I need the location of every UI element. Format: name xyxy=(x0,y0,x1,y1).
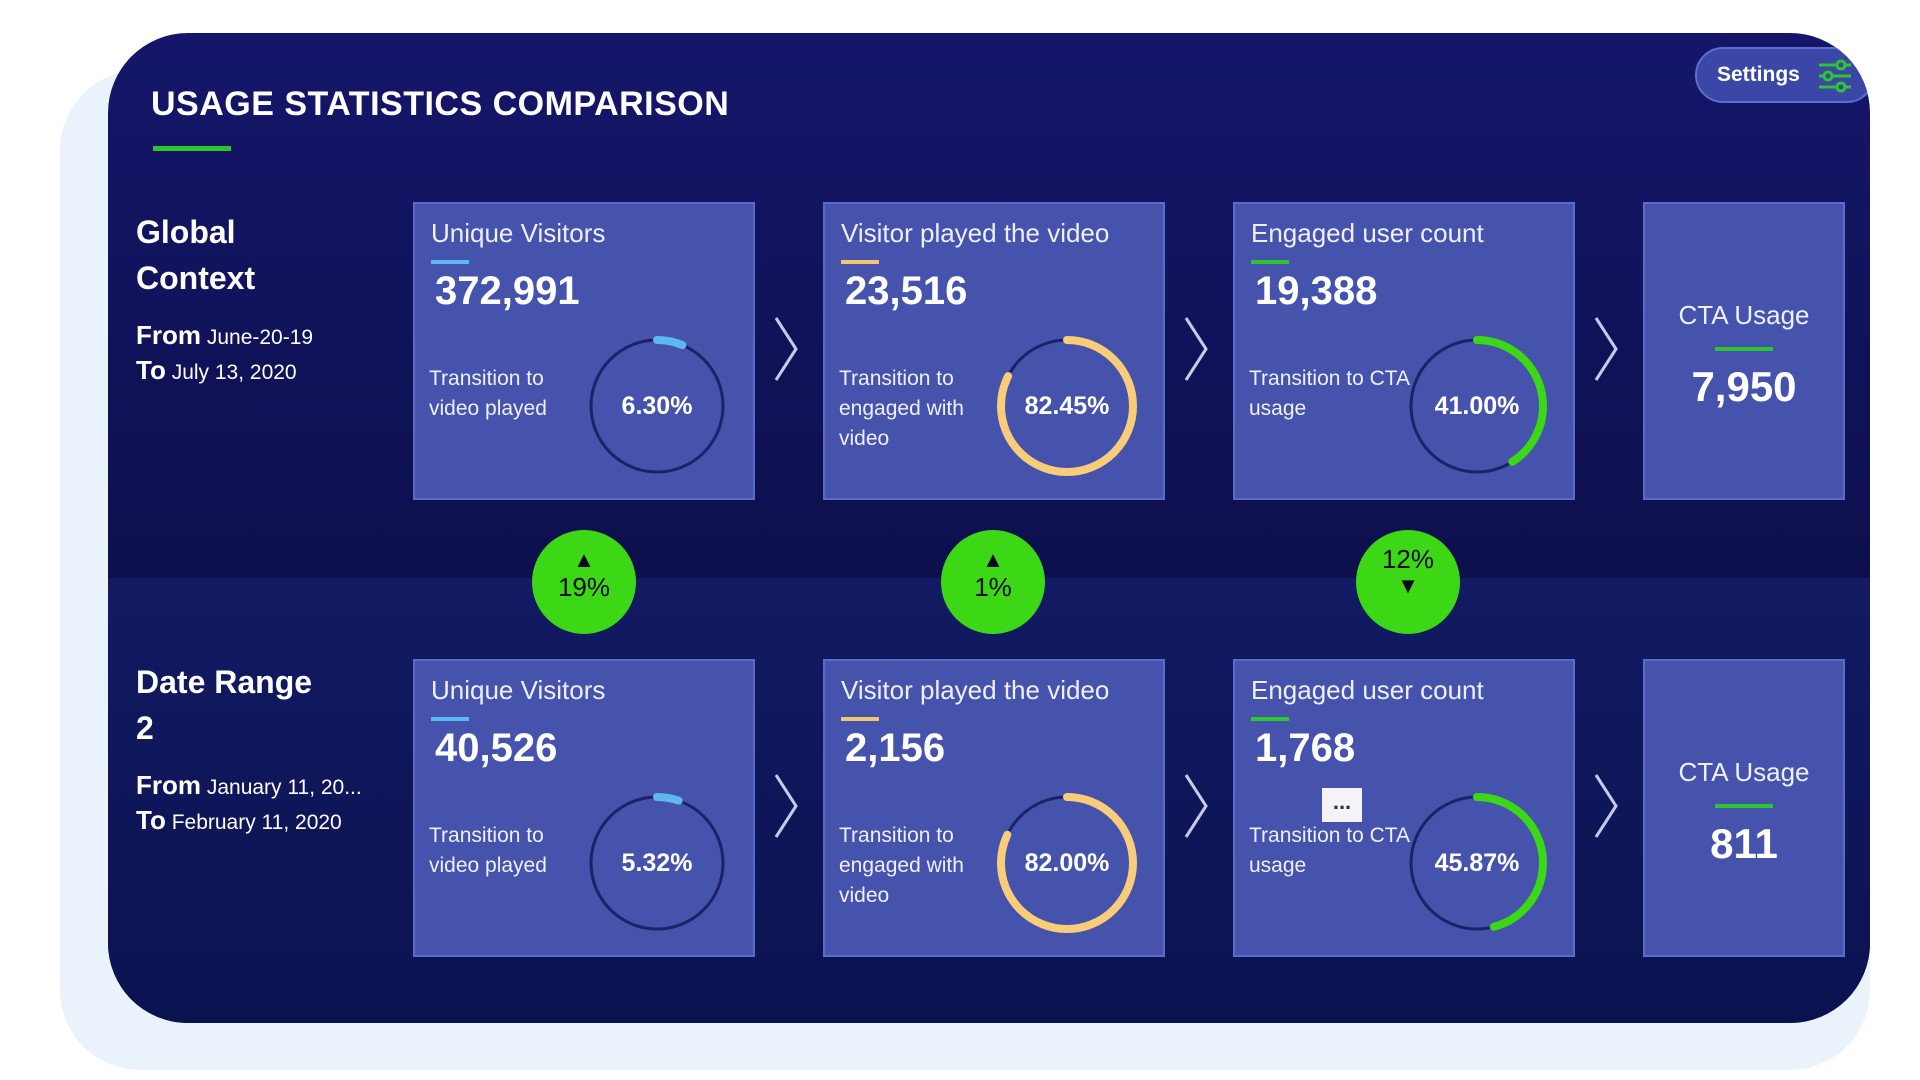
chevron-right-icon xyxy=(1594,774,1618,838)
card-subtitle: Transition to video played xyxy=(429,367,547,420)
card-accent-bar xyxy=(1715,804,1773,808)
date-range: From June-20-19 To July 13, 2020 xyxy=(136,319,336,389)
from-word: From xyxy=(136,320,201,350)
metric-card-engaged-users[interactable]: Engaged user count 1,768 Transition to C… xyxy=(1233,659,1575,957)
metric-card-video-played[interactable]: Visitor played the video 2,156 Transitio… xyxy=(823,659,1165,957)
card-subtitle: Transition to video played xyxy=(429,824,547,877)
to-word: To xyxy=(136,805,166,835)
metric-card-unique-visitors[interactable]: Unique Visitors 372,991 Transition to vi… xyxy=(413,202,755,500)
progress-ring xyxy=(1407,336,1547,476)
gauge-value: 41.00% xyxy=(1434,391,1520,420)
metric-card-unique-visitors[interactable]: Unique Visitors 40,526 Transition to vid… xyxy=(413,659,755,957)
progress-ring xyxy=(587,793,727,933)
card-accent-bar xyxy=(1251,717,1289,721)
card-value: 40,526 xyxy=(435,726,558,770)
to-date: February 11, 2020 xyxy=(171,811,342,834)
change-badge: ▲ 1% xyxy=(941,530,1045,634)
card-value: 1,768 xyxy=(1255,726,1356,770)
more-options-button[interactable]: ... xyxy=(1322,788,1362,822)
chevron-right-icon xyxy=(774,774,798,838)
card-title: Unique Visitors xyxy=(431,218,606,248)
chevron-right-icon xyxy=(1184,774,1208,838)
cta-usage-card[interactable]: CTA Usage 811 xyxy=(1643,659,1845,957)
dashboard-panel: USAGE STATISTICS COMPARISON Settings Glo… xyxy=(108,33,1870,1023)
card-value: 19,388 xyxy=(1255,269,1378,313)
ring-fill xyxy=(997,793,1137,933)
from-date: June-20-19 xyxy=(206,326,314,349)
card-subtitle: Transition to engaged with video xyxy=(839,367,964,450)
card-accent-bar xyxy=(431,717,469,721)
row-name: Date Range 2 xyxy=(136,664,313,746)
ring-fill xyxy=(587,336,727,476)
card-title: Engaged user count xyxy=(1251,675,1484,705)
progress-ring xyxy=(587,336,727,476)
sliders-icon xyxy=(1819,59,1851,93)
card-title: Engaged user count xyxy=(1251,218,1484,248)
metric-card-video-played[interactable]: Visitor played the video 23,516 Transiti… xyxy=(823,202,1165,500)
card-accent-bar xyxy=(431,260,469,264)
from-date: January 11, 20... xyxy=(206,776,362,799)
chevron-right-icon xyxy=(1184,317,1208,381)
progress-ring xyxy=(1407,793,1547,933)
change-badge: 12% ▼ xyxy=(1356,530,1460,634)
settings-button[interactable]: Settings xyxy=(1695,47,1870,103)
triangle-up-icon: ▲ xyxy=(573,547,595,572)
settings-label: Settings xyxy=(1717,63,1800,86)
chevron-right-icon xyxy=(1594,317,1618,381)
metric-card-engaged-users[interactable]: Engaged user count 19,388 Transition to … xyxy=(1233,202,1575,500)
gauge-value: 45.87% xyxy=(1434,848,1520,877)
change-value: 1% xyxy=(974,572,1012,602)
progress-ring xyxy=(997,793,1137,933)
ring-fill xyxy=(587,793,727,933)
triangle-up-icon: ▲ xyxy=(982,547,1004,572)
date-range: From January 11, 20... To February 11, 2… xyxy=(136,769,362,839)
gauge-value: 6.30% xyxy=(621,391,693,420)
from-word: From xyxy=(136,770,201,800)
chevron-right-icon xyxy=(774,317,798,381)
card-title: CTA Usage xyxy=(1678,300,1810,330)
to-word: To xyxy=(136,355,166,385)
card-subtitle: Transition to CTA usage xyxy=(1249,367,1409,420)
ring-fill xyxy=(1407,336,1547,476)
change-value: 19% xyxy=(557,572,611,602)
card-value: 2,156 xyxy=(845,726,946,770)
row-name: Global Context xyxy=(136,214,256,296)
triangle-down-icon: ▼ xyxy=(1397,573,1419,598)
title-underline xyxy=(153,146,231,151)
card-accent-bar xyxy=(1251,260,1289,264)
card-accent-bar xyxy=(1715,347,1773,351)
card-title: Unique Visitors xyxy=(431,675,606,705)
progress-ring xyxy=(997,336,1137,476)
card-value: 372,991 xyxy=(435,269,580,313)
card-accent-bar xyxy=(841,717,879,721)
gauge-value: 82.00% xyxy=(1024,848,1110,877)
card-value: 23,516 xyxy=(845,269,968,313)
card-value: 7,950 xyxy=(1691,363,1797,410)
ring-fill xyxy=(997,336,1137,476)
to-date: July 13, 2020 xyxy=(171,361,297,384)
card-accent-bar xyxy=(841,260,879,264)
change-value: 12% xyxy=(1381,544,1435,574)
row-label-1: Global Context From June-20-19 To July 1… xyxy=(136,209,336,389)
cta-usage-card[interactable]: CTA Usage 7,950 xyxy=(1643,202,1845,500)
row-label-2: Date Range 2 From January 11, 20... To F… xyxy=(136,659,362,839)
page-title: USAGE STATISTICS COMPARISON xyxy=(151,85,730,123)
card-value: 811 xyxy=(1710,820,1778,867)
card-subtitle: Transition to engaged with video xyxy=(839,824,964,907)
card-subtitle: Transition to CTA usage xyxy=(1249,824,1409,877)
change-badge: ▲ 19% xyxy=(532,530,636,634)
gauge-value: 5.32% xyxy=(621,848,693,877)
ring-fill xyxy=(1407,793,1547,933)
card-title: CTA Usage xyxy=(1678,757,1810,787)
card-title: Visitor played the video xyxy=(841,218,1110,248)
gauge-value: 82.45% xyxy=(1024,391,1110,420)
card-title: Visitor played the video xyxy=(841,675,1110,705)
